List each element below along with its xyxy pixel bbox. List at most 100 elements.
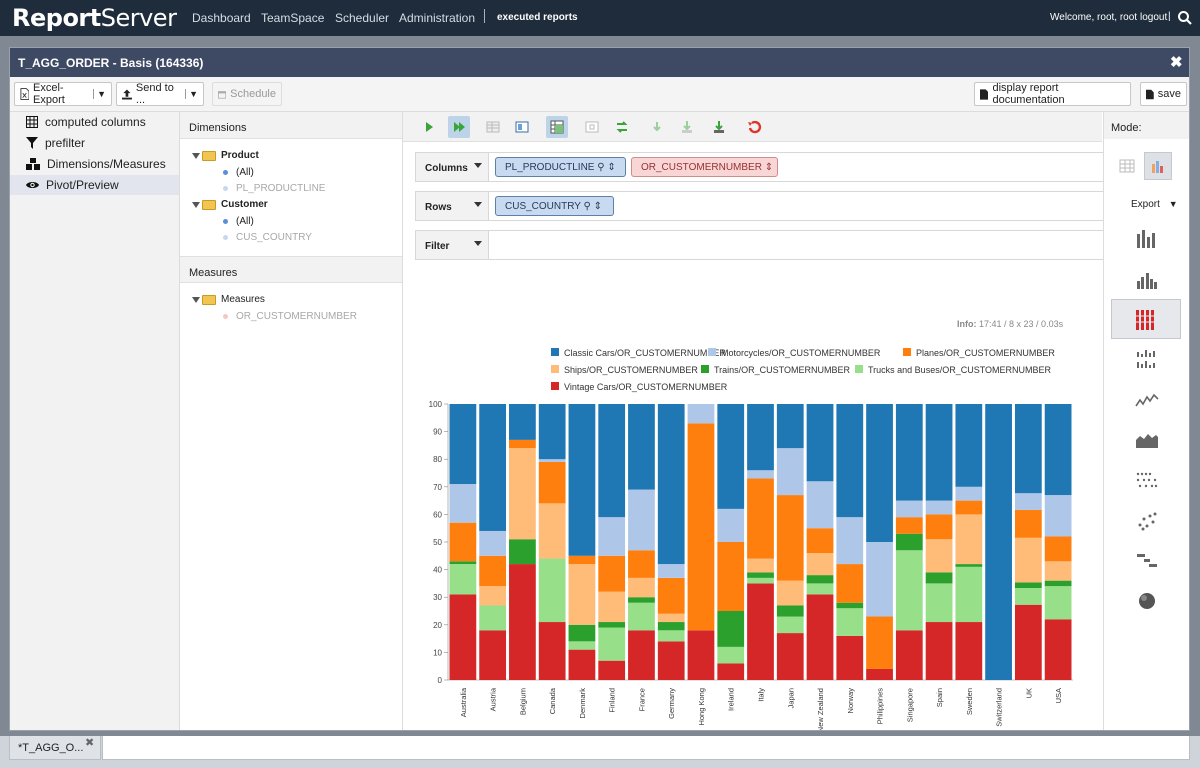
- rows-zone-label[interactable]: Rows: [416, 192, 489, 220]
- nav-executed-reports[interactable]: executed reports: [497, 12, 578, 23]
- nav-scheduler[interactable]: Scheduler: [335, 11, 390, 25]
- grouped-bar-icon: [1137, 273, 1157, 289]
- schedule-button[interactable]: Schedule: [212, 82, 282, 106]
- chart-type-grouped-bar[interactable]: [1132, 264, 1162, 294]
- tree-leaf-or-customernumber[interactable]: OR_CUSTOMERNUMBER: [223, 311, 357, 322]
- chart-type-stacked-bar[interactable]: [1111, 299, 1181, 339]
- play-all-button[interactable]: [448, 116, 470, 138]
- column-pill-or-customernumber[interactable]: OR_CUSTOMERNUMBER ⇕: [631, 157, 778, 177]
- close-tab-icon[interactable]: ✖: [85, 737, 95, 749]
- x-tick-label: Italy: [757, 688, 766, 702]
- tree-leaf-product-all[interactable]: (All): [223, 167, 254, 178]
- report-tab[interactable]: *T_AGG_O...: [9, 736, 101, 760]
- search-icon[interactable]: [1177, 10, 1193, 26]
- mode-panel: Mode: Export ▼: [1103, 112, 1189, 730]
- export-dropdown[interactable]: Export ▼: [1131, 199, 1178, 210]
- x-tick-label: Switzerland: [995, 688, 1004, 727]
- sort-icon[interactable]: ⇕: [593, 201, 603, 212]
- nav-teamspace[interactable]: TeamSpace: [261, 11, 325, 25]
- app-logo[interactable]: ReportServer: [12, 4, 177, 32]
- bar-segment: [925, 583, 953, 623]
- bar-segment: [538, 622, 566, 680]
- sidebar-item-computed-columns[interactable]: computed columns: [10, 112, 179, 132]
- bar-segment: [509, 448, 536, 540]
- chevron-down-icon[interactable]: [474, 241, 482, 246]
- x-tick-label: Belgium: [518, 688, 527, 715]
- rows-drop-zone[interactable]: Rows CUS_COUNTRY ⚲ ⇕: [415, 191, 1105, 221]
- drill-down-icon[interactable]: [679, 119, 695, 135]
- search-small-icon[interactable]: ⚲: [597, 162, 605, 173]
- chart-type-step[interactable]: [1132, 546, 1162, 576]
- chart-type-dot-matrix[interactable]: [1132, 465, 1162, 495]
- zoom-table-icon[interactable]: [584, 119, 600, 135]
- nav-administration[interactable]: Administration: [399, 11, 476, 25]
- x-tick-label: Japan: [786, 688, 795, 708]
- chart-type-area[interactable]: [1132, 425, 1162, 455]
- bar-segment: [1014, 582, 1042, 588]
- chart-type-scatter[interactable]: [1132, 506, 1162, 536]
- columns-drop-zone[interactable]: Columns PL_PRODUCTLINE ⚲ ⇕ OR_CUSTOMERNU…: [415, 152, 1105, 182]
- send-to-button[interactable]: Send to ... ▼: [116, 82, 204, 106]
- nav-dashboard[interactable]: Dashboard: [192, 11, 251, 25]
- sidebar-item-dimensions-measures[interactable]: Dimensions/Measures: [10, 154, 179, 174]
- chart-view-button[interactable]: [1144, 152, 1172, 180]
- grid-rows-icon[interactable]: [485, 119, 501, 135]
- excel-export-button[interactable]: Excel-Export ▼: [14, 82, 112, 106]
- expand-triangle-icon[interactable]: [192, 152, 200, 159]
- filter-zone-label[interactable]: Filter: [416, 231, 489, 259]
- small-multiples-icon: [1137, 350, 1155, 368]
- chart-type-bubble[interactable]: [1132, 586, 1162, 616]
- undo-icon[interactable]: [746, 119, 762, 135]
- bar-segment: [479, 404, 507, 531]
- bar-segment: [657, 630, 685, 642]
- chevron-down-icon[interactable]: ▼: [185, 89, 198, 99]
- logout-link[interactable]: logout: [1140, 12, 1168, 23]
- expand-triangle-icon[interactable]: [192, 296, 200, 303]
- step-chart-icon: [1137, 554, 1157, 567]
- bar-segment: [955, 500, 983, 515]
- bar-segment: [836, 564, 864, 603]
- expand-all-icon[interactable]: [711, 119, 727, 135]
- tree-leaf-pl-productline[interactable]: PL_PRODUCTLINE: [223, 183, 325, 194]
- layout-panel-icon[interactable]: [514, 119, 530, 135]
- pivot-main-area: Columns PL_PRODUCTLINE ⚲ ⇕ OR_CUSTOMERNU…: [403, 112, 1105, 730]
- display-documentation-button[interactable]: display report documentation: [974, 82, 1131, 106]
- logo-light: Server: [100, 4, 177, 32]
- y-tick-label: 60: [433, 510, 442, 519]
- chart-type-small-multiples[interactable]: [1132, 344, 1162, 374]
- filter-drop-zone[interactable]: Filter: [415, 230, 1105, 260]
- arrow-down-icon[interactable]: [649, 119, 665, 135]
- tree-leaf-customer-all[interactable]: (All): [223, 216, 254, 227]
- chevron-down-icon[interactable]: ▼: [93, 89, 106, 99]
- swap-axes-icon[interactable]: [614, 119, 630, 135]
- chart-type-bar[interactable]: [1132, 223, 1162, 253]
- sidebar-item-pivot-preview[interactable]: Pivot/Preview: [10, 175, 179, 195]
- chevron-down-icon[interactable]: [474, 163, 482, 168]
- columns-zone-label[interactable]: Columns: [416, 153, 489, 181]
- column-pill-pl-productline[interactable]: PL_PRODUCTLINE ⚲ ⇕: [495, 157, 626, 177]
- level-dot-icon: [223, 235, 228, 240]
- close-window-icon[interactable]: ✖: [1170, 54, 1183, 71]
- chevron-down-icon[interactable]: [474, 202, 482, 207]
- info-value: 17:41 / 8 x 23 / 0.03s: [979, 319, 1064, 329]
- tree-node-measures[interactable]: Measures: [192, 294, 265, 305]
- tree-node-product[interactable]: Product: [192, 150, 259, 161]
- table-mode-button[interactable]: [546, 116, 568, 138]
- sort-icon[interactable]: ⇕: [764, 162, 774, 173]
- chart-type-line[interactable]: [1132, 385, 1162, 415]
- bar-segment: [955, 622, 983, 680]
- tree-leaf-cus-country[interactable]: CUS_COUNTRY: [223, 232, 312, 243]
- search-small-icon[interactable]: ⚲: [583, 201, 591, 212]
- sort-icon[interactable]: ⇕: [607, 162, 616, 173]
- tree-node-customer[interactable]: Customer: [192, 199, 268, 210]
- row-pill-cus-country[interactable]: CUS_COUNTRY ⚲ ⇕: [495, 196, 614, 216]
- play-icon[interactable]: [421, 119, 437, 135]
- chevron-down-icon[interactable]: ▼: [1168, 199, 1178, 209]
- bar-segment: [836, 608, 864, 636]
- save-button[interactable]: save: [1140, 82, 1187, 106]
- expand-triangle-icon[interactable]: [192, 201, 200, 208]
- table-view-button[interactable]: [1114, 153, 1140, 179]
- bar-segment: [628, 577, 655, 598]
- sidebar-item-prefilter[interactable]: prefilter: [10, 133, 179, 153]
- bar-segment: [925, 500, 953, 515]
